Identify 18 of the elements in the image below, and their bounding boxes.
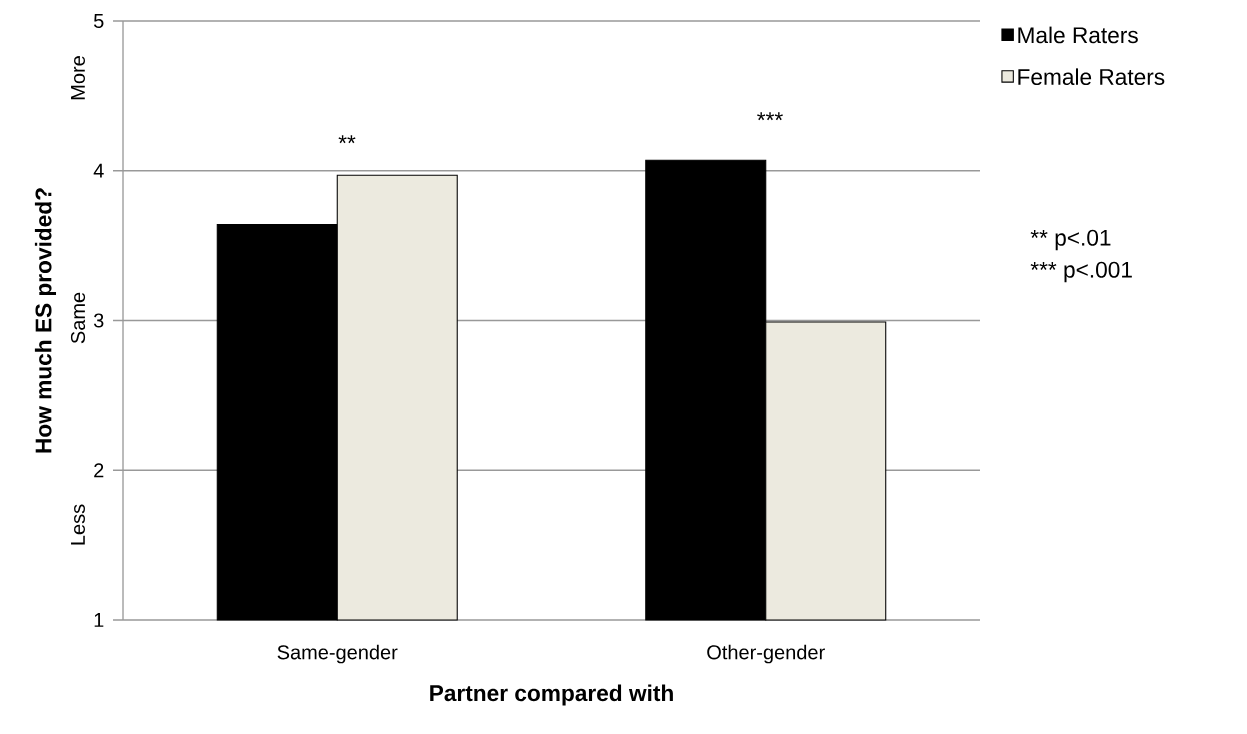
y-tick-label: 4 xyxy=(93,163,104,178)
legend-label: Male Raters xyxy=(1018,26,1138,44)
annotation: *** xyxy=(757,112,783,121)
y-tick-label: 3 xyxy=(93,313,104,328)
y-axis-title: How much ES provided? xyxy=(34,188,57,453)
y-tick-label: 5 xyxy=(93,14,104,28)
x-tick-label: Other-gender xyxy=(707,644,825,664)
annotation: ** xyxy=(338,135,356,144)
text: More xyxy=(71,56,85,100)
y-tick-label: 1 xyxy=(94,613,104,627)
y-tick-label: 2 xyxy=(94,463,104,478)
x-tick-label: Same-gender xyxy=(277,644,398,664)
text: Less xyxy=(71,504,85,545)
x-axis-title: Partner compared with xyxy=(430,684,673,706)
text: ** p<.01 xyxy=(1030,229,1111,251)
text: *** p<.001 xyxy=(1030,261,1132,283)
legend-label: Female Raters xyxy=(1018,68,1165,85)
text: Same xyxy=(70,292,86,344)
